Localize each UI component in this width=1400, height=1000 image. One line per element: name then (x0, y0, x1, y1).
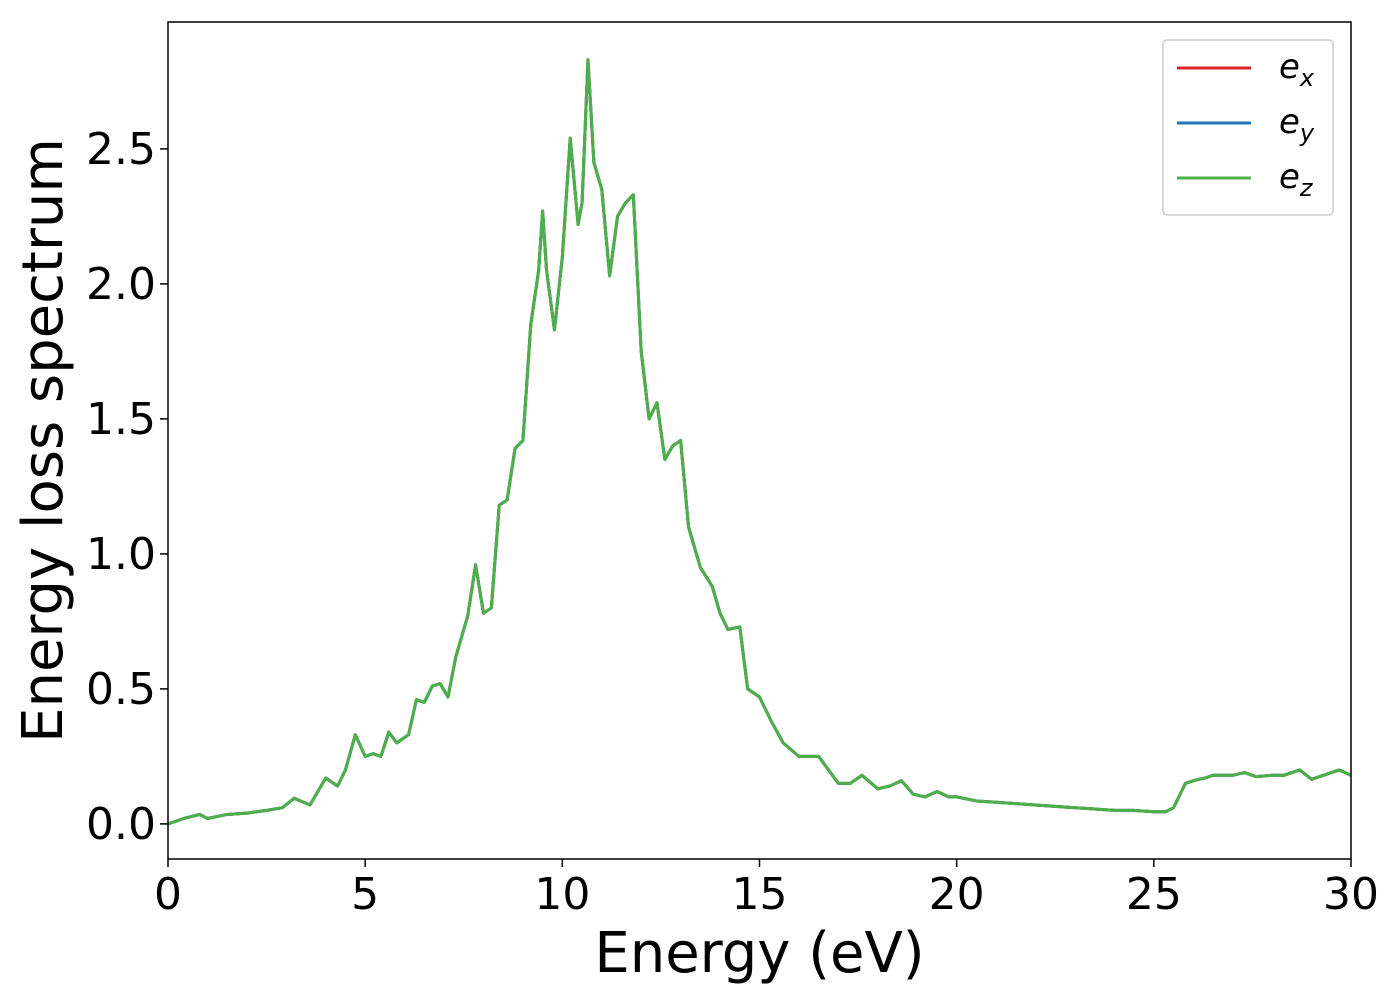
legend-label-e-y: ey (1279, 102, 1315, 147)
x-tick-label: 5 (351, 869, 379, 920)
x-tick-label: 0 (154, 869, 182, 920)
legend-label-main: e (1279, 157, 1300, 197)
legend-box (1162, 39, 1334, 216)
x-tick-label: 15 (732, 869, 788, 920)
legend-label-e-x: ex (1279, 47, 1315, 92)
series-line-e-z (168, 58, 1351, 826)
y-axis-title: Energy loss spectrum (11, 138, 76, 743)
legend-label-sub: y (1299, 119, 1315, 147)
y-tick-label: 0.0 (86, 799, 156, 850)
x-tick-label: 30 (1323, 869, 1379, 920)
y-axis-ticks: 0.0 0.5 1.0 1.5 2.0 2.5 (86, 124, 168, 850)
y-tick-label: 1.5 (86, 394, 156, 445)
x-axis-title: Energy (eV) (594, 921, 924, 986)
y-tick-label: 2.5 (86, 124, 156, 175)
legend-label-sub: z (1299, 174, 1314, 202)
legend-label-sub: x (1299, 64, 1315, 92)
x-axis-ticks: 0 5 10 15 20 25 30 (154, 859, 1379, 920)
plot-lines (168, 58, 1351, 826)
x-tick-label: 20 (929, 869, 985, 920)
x-tick-label: 10 (534, 869, 590, 920)
y-tick-label: 2.0 (86, 259, 156, 310)
legend-label-e-z: ez (1279, 157, 1314, 202)
y-tick-label: 0.5 (86, 664, 156, 715)
legend-label-main: e (1279, 102, 1300, 142)
legend-label-main: e (1279, 47, 1300, 87)
x-tick-label: 25 (1126, 869, 1182, 920)
y-tick-label: 1.0 (86, 529, 156, 580)
